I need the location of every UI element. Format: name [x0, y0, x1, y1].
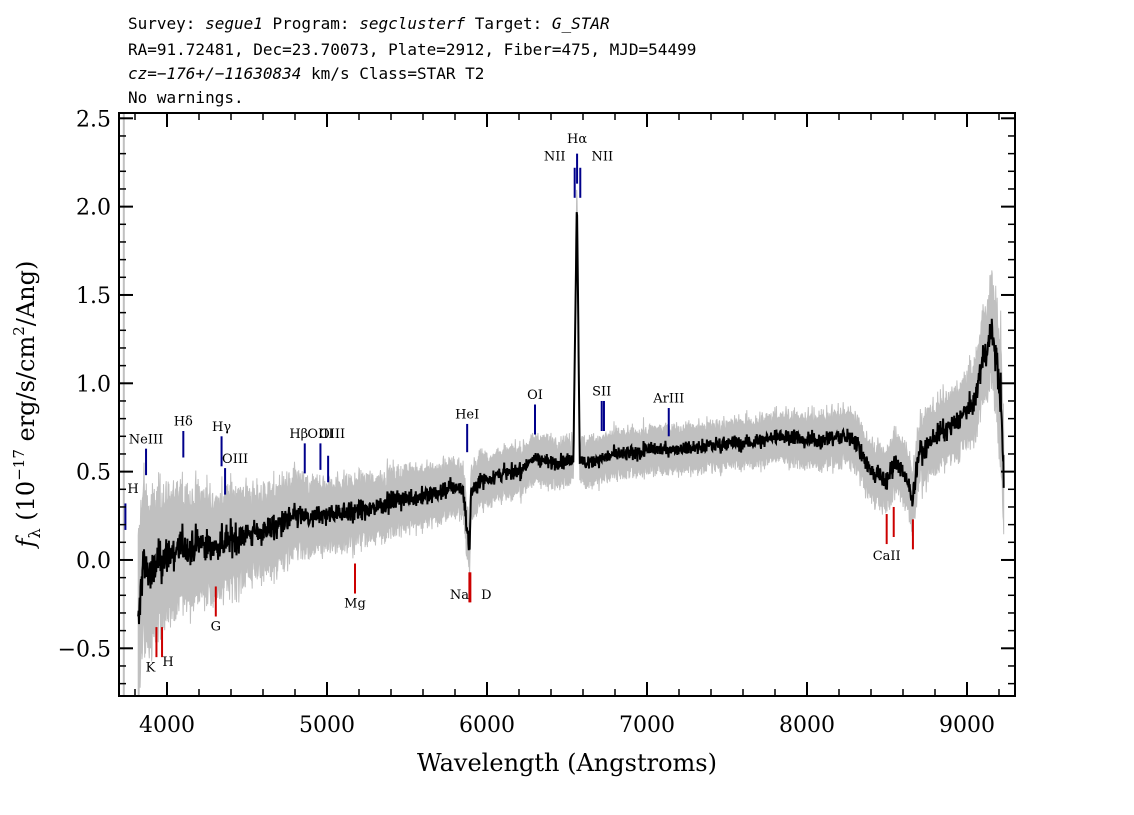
emission-line-label: OIII — [222, 452, 248, 467]
absorption-line-label: H — [162, 655, 173, 670]
x-tick-label: 8000 — [779, 713, 835, 738]
y-tick-label: 0.0 — [76, 549, 111, 574]
emission-line-label: H — [127, 482, 138, 497]
header-coords-line: RA=91.72481, Dec=23.70073, Plate=2912, F… — [128, 40, 696, 59]
y-tick-label: 1.5 — [76, 284, 111, 309]
flux-series — [137, 211, 1005, 625]
emission-line-label: OIII — [319, 427, 345, 442]
emission-line-label: NII — [544, 150, 566, 165]
y-tick-label: 2.5 — [76, 107, 111, 132]
header-warnings-line: No warnings. — [128, 88, 244, 107]
header-redshift-line: cz=−176+/−11630834 km/s Class=STAR T2 — [128, 64, 484, 83]
header-survey-line: Survey: segue1 Program: segclusterf Targ… — [128, 14, 610, 33]
emission-line-label: OI — [527, 388, 543, 403]
emission-line-label: OIII — [307, 427, 333, 442]
x-tick-label: 7000 — [619, 713, 675, 738]
header: Survey: segue1 Program: segclusterf Targ… — [128, 14, 696, 107]
emission-line-label: Hγ — [212, 420, 231, 435]
x-axis-title: Wavelength (Angstroms) — [417, 749, 717, 777]
x-tick-label: 6000 — [459, 713, 515, 738]
y-axis-title: fλ (10−17 erg/s/cm2/Ang) — [10, 261, 44, 550]
x-tick-label: 5000 — [299, 713, 355, 738]
absorption-line-label: G — [211, 620, 221, 635]
plot-frame — [118, 112, 1016, 697]
emission-line-label: Hδ — [174, 415, 193, 430]
y-tick-label: 2.0 — [76, 196, 111, 221]
absorption-line-label: K — [146, 660, 156, 675]
emission-line-label: SII — [592, 385, 611, 400]
absorption-line-label: Na — [450, 588, 469, 603]
absorption-line-label: CaII — [873, 549, 901, 564]
emission-line-label: Hβ — [289, 427, 308, 442]
plot-area — [122, 113, 1005, 696]
x-tick-label: 4000 — [139, 713, 195, 738]
absorption-line-label: D — [481, 588, 491, 603]
emission-line-label: ArIII — [652, 392, 684, 407]
y-tick-label: 0.5 — [76, 461, 111, 486]
emission-line-label: Hα — [567, 132, 587, 147]
axis-ticks: 4000 5000 6000 7000 8000 9000 −0.5 0.0 0.5 1.0 1.5… — [58, 107, 1015, 738]
y-tick-label: 1.0 — [76, 372, 111, 397]
absorption-line-label: Mg — [344, 597, 366, 612]
y-tick-label: −0.5 — [58, 637, 111, 662]
error-band — [137, 189, 1005, 696]
emission-line-label: NeIII — [129, 432, 163, 447]
emission-line-label: NII — [591, 150, 613, 165]
x-tick-label: 9000 — [939, 713, 995, 738]
emission-line-label: HeI — [455, 408, 479, 423]
